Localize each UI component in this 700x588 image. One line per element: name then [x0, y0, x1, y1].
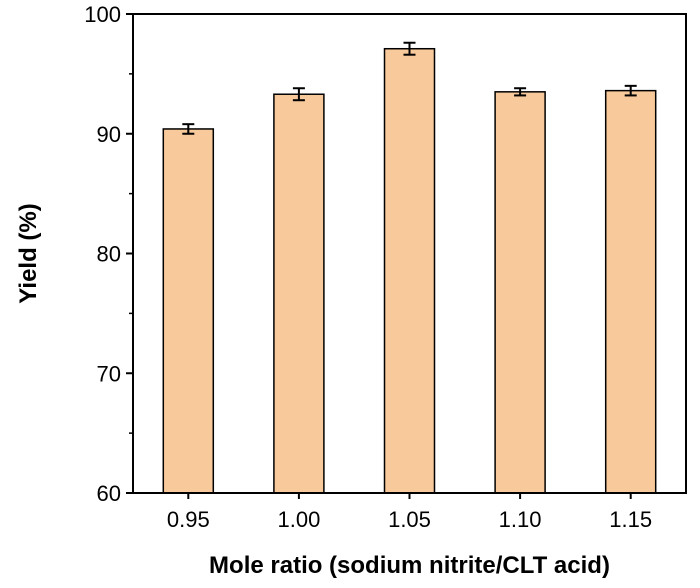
bar-1.05: [383, 47, 436, 494]
y-tick-label: 80: [97, 242, 121, 267]
bar-0.95: [162, 128, 215, 494]
y-tick-label: 90: [97, 122, 121, 147]
error-bar-1.15: [624, 84, 637, 97]
y-tick-label: 70: [97, 361, 121, 386]
error-bar-1.10: [514, 87, 527, 97]
y-axis-label: Yield (%): [15, 203, 42, 303]
x-tick-label: 0.95: [167, 507, 210, 532]
y-axis-ticks: 60 70 80 90 100: [84, 2, 133, 506]
error-bar-0.95: [182, 123, 195, 135]
y-tick-label: 60: [97, 481, 121, 506]
y-tick-label: 100: [84, 2, 121, 27]
bar-1.10: [494, 91, 546, 494]
error-bar-1.05: [403, 41, 416, 56]
x-axis-ticks: 0.95 1.00 1.05 1.10 1.15: [167, 493, 652, 532]
error-bar-1.00: [292, 87, 305, 102]
error-bars-layer: [182, 41, 637, 135]
x-tick-label: 1.00: [277, 507, 320, 532]
x-axis-label: Mole ratio (sodium nitrite/CLT acid): [209, 552, 610, 579]
bar-1.00: [273, 93, 325, 494]
bar-1.15: [604, 89, 657, 494]
x-tick-label: 1.10: [499, 507, 542, 532]
x-tick-label: 1.05: [388, 507, 431, 532]
bars-layer: [162, 47, 657, 494]
x-tick-label: 1.15: [609, 507, 652, 532]
